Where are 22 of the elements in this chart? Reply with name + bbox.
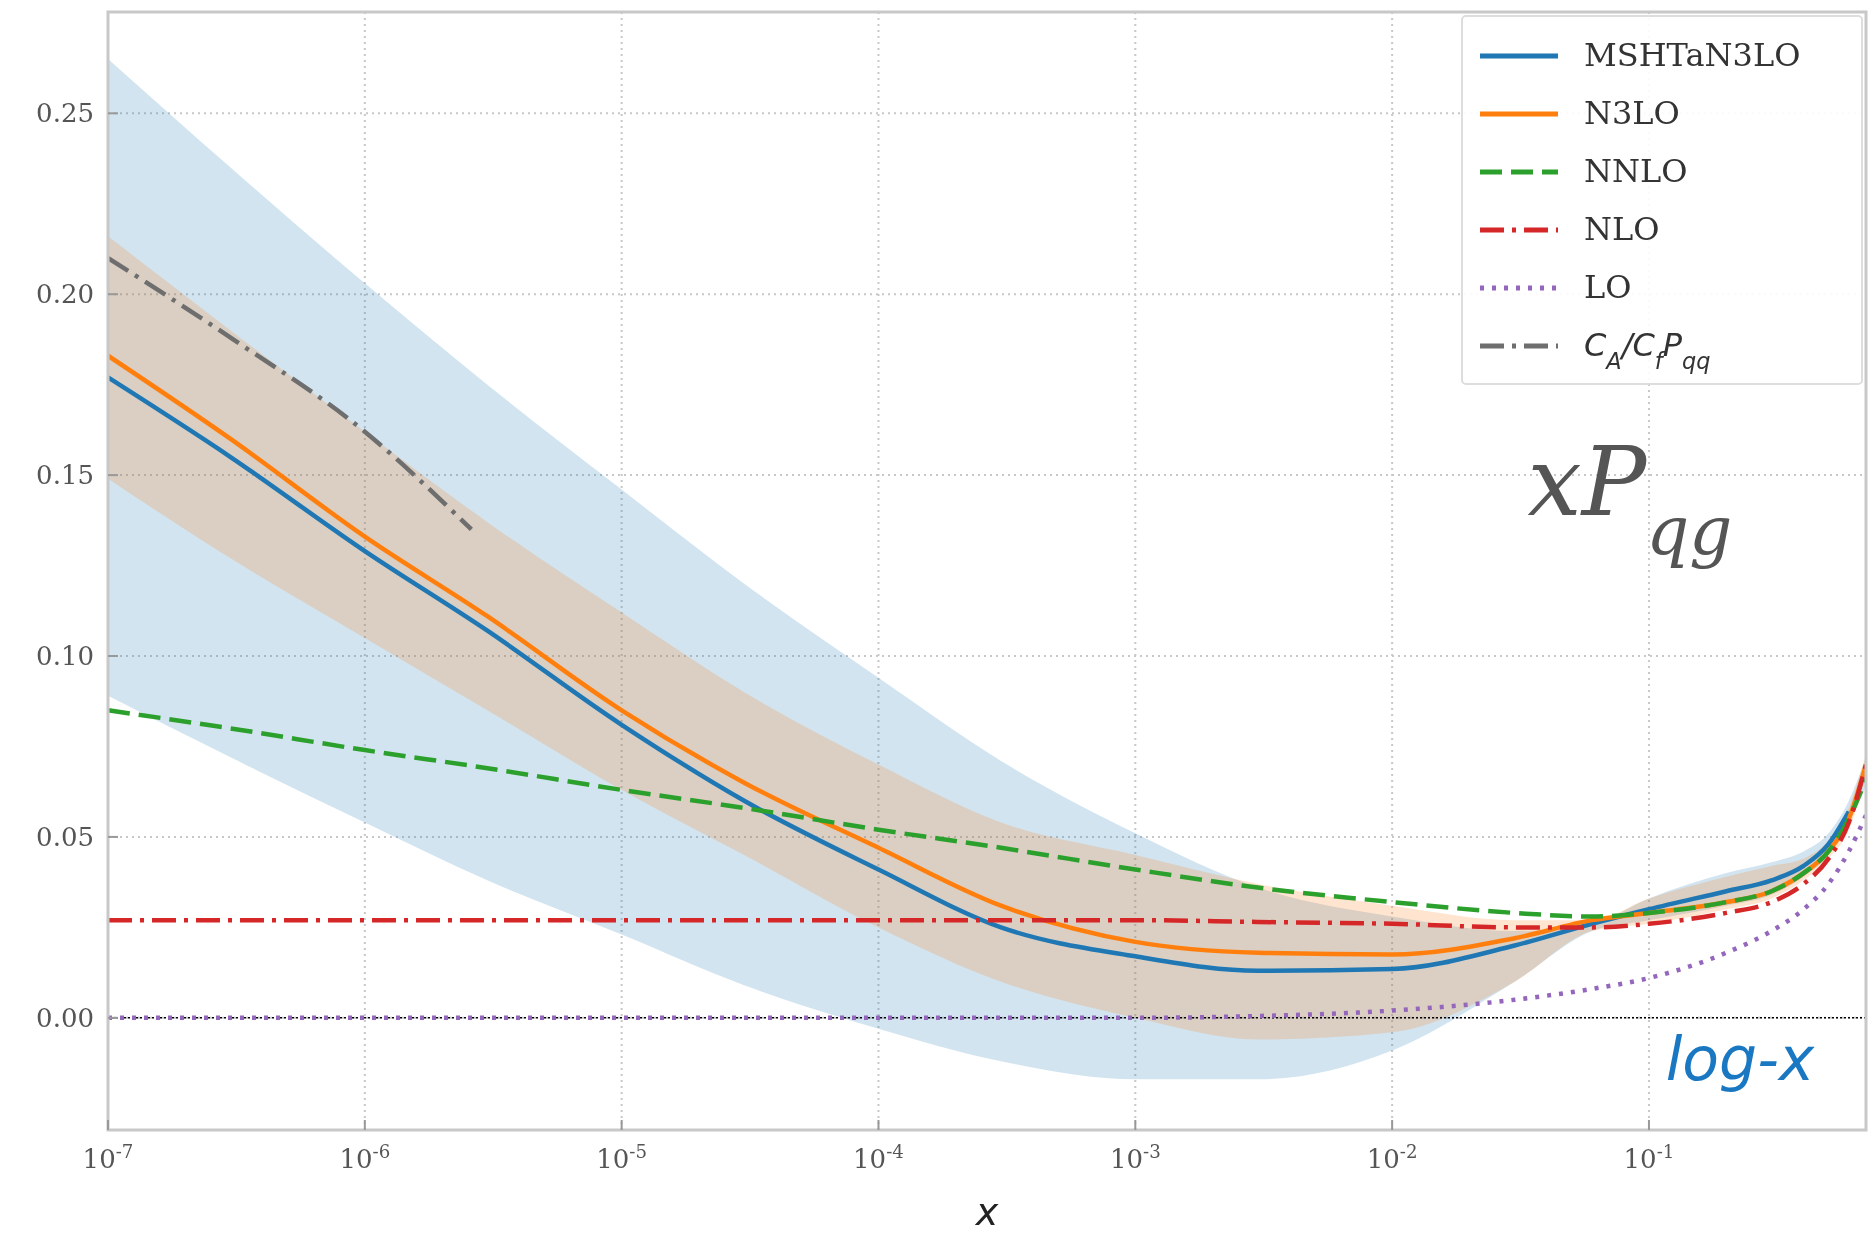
y-tick-label: 0.10 (36, 641, 94, 672)
annotation: log-x (1665, 1024, 1815, 1094)
annotation: xP$_{qg}$ (1527, 426, 1733, 570)
x-tick-label: 10$^{-5}$ (596, 1140, 648, 1174)
y-tick-label: 0.00 (36, 1002, 94, 1033)
y-tick-label: 0.25 (36, 98, 94, 129)
x-tick-label: 10$^{-4}$ (853, 1140, 904, 1174)
legend-label: NNLO (1584, 152, 1688, 190)
x-tick-label: 10$^{-1}$ (1623, 1140, 1675, 1174)
x-tick-label: 10$^{-6}$ (339, 1140, 391, 1174)
legend-label: LO (1584, 268, 1632, 306)
x-axis-title: x (974, 1190, 999, 1234)
y-tick-label: 0.05 (36, 821, 94, 852)
x-tick-label: 10$^{-7}$ (82, 1140, 134, 1174)
y-tick-label: 0.15 (36, 460, 94, 491)
legend-label: C$_{A}$/C$_{f}$P$_{qq}$ (1584, 326, 1711, 374)
x-tick-label: 10$^{-2}$ (1366, 1140, 1418, 1174)
legend-label: MSHTaN3LO (1584, 36, 1801, 74)
y-tick-label: 0.20 (36, 279, 94, 310)
x-tick-label: 10$^{-3}$ (1109, 1140, 1161, 1174)
legend-label: N3LO (1584, 94, 1680, 132)
legend-label: NLO (1584, 210, 1660, 248)
